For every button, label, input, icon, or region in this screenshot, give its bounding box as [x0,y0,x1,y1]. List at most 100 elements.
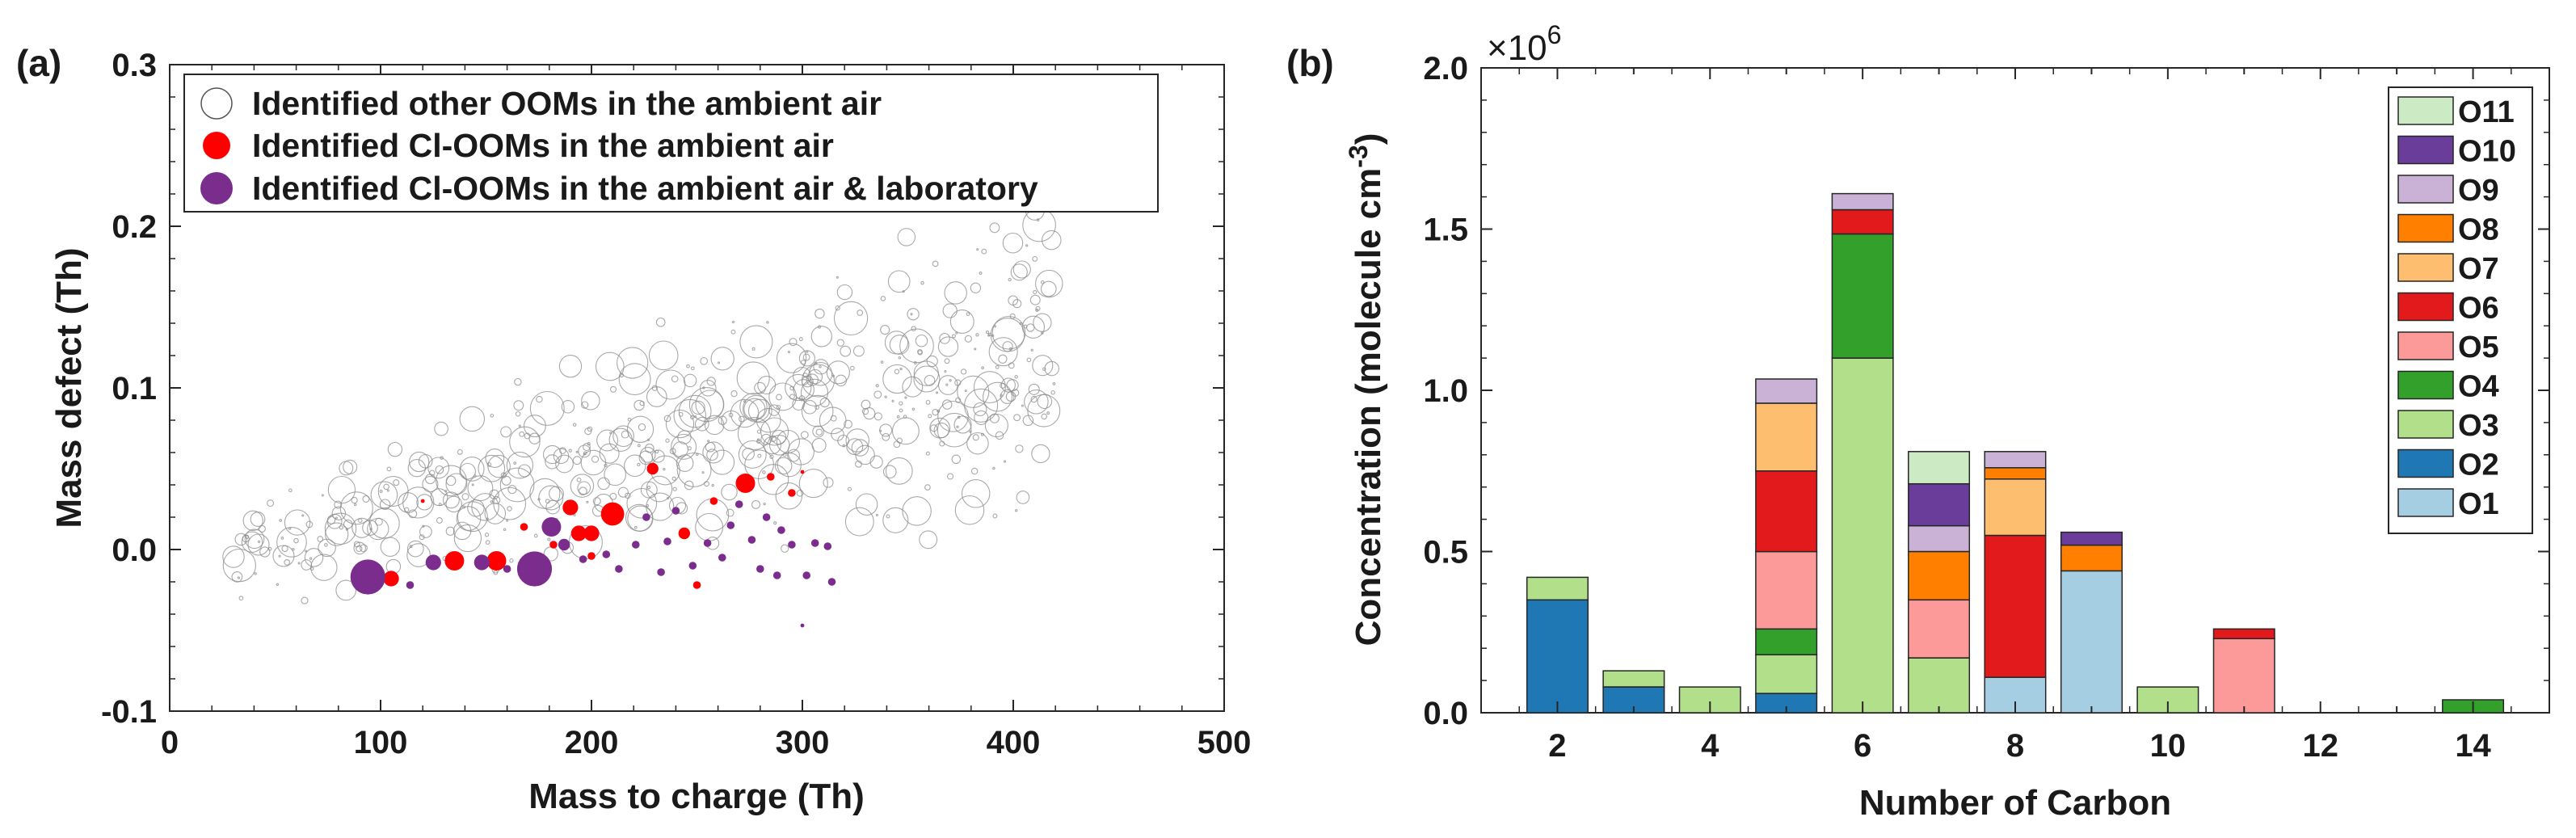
other-oom-marker [739,415,745,423]
other-oom-marker [651,385,658,391]
other-oom-marker [793,366,812,386]
other-oom-marker [955,397,962,403]
other-oom-marker [241,531,263,554]
other-oom-marker [462,505,466,509]
other-oom-marker [792,398,806,411]
other-oom-marker [367,517,389,541]
exponent-base: ×10 [1487,28,1547,68]
bar-y-label-close: ) [1349,133,1388,145]
other-oom-marker [899,401,903,406]
bar-segment-o3-c6 [1831,357,1894,714]
cl-oom-lab-marker [756,565,764,573]
other-oom-marker [547,537,551,541]
other-oom-marker [409,451,430,473]
bar-ticks: 2 4 6 8 10 12 14 0.0 0.5 1.0 1.5 2.0 [1423,51,2549,764]
other-oom-marker [929,417,951,439]
other-oom-marker [704,481,709,487]
bar-segment-o3-c3 [1602,670,1665,688]
legend-swatch-o2 [2397,448,2454,478]
other-oom-marker [558,355,583,378]
cl-oom-lab-marker [823,542,832,550]
other-oom-marker [339,525,343,530]
cl-oom-lab-marker [703,539,712,547]
other-oom-marker [242,510,263,531]
other-oom-marker [917,348,923,355]
other-oom-marker [500,426,512,438]
cl-oom-ambient-marker [562,499,579,516]
other-oom-marker [419,525,432,538]
scatter-y-tick-label: 0.2 [112,209,157,245]
cl-oom-ambient-marker [583,525,600,541]
other-oom-marker [267,499,275,507]
other-oom-marker [222,548,256,583]
cl-oom-ambient-marker [600,502,625,526]
other-oom-marker [773,521,777,525]
other-oom-marker [325,522,349,546]
other-oom-marker [506,452,534,479]
other-oom-marker [686,364,690,368]
other-oom-marker [684,480,694,491]
other-oom-marker [416,494,433,511]
other-oom-marker [700,380,717,397]
other-oom-marker [453,524,482,553]
other-oom-marker [902,290,905,293]
cl-oom-lab-marker [503,565,511,573]
other-oom-marker [595,352,625,381]
other-oom-marker [1012,260,1031,279]
other-oom-marker [995,431,1004,440]
cl-oom-lab-marker [657,568,665,576]
legend-label-cl-ambient: Identified Cl-OOMs in the ambient air [252,127,834,164]
other-oom-marker [751,499,760,509]
other-oom-marker [683,373,697,388]
other-oom-marker [836,284,853,301]
other-oom-marker [899,408,903,413]
other-oom-marker [833,301,869,336]
other-oom-marker [1036,218,1040,221]
other-oom-marker [882,507,909,533]
bar-x-tick-label: 4 [1701,728,1719,764]
other-oom-marker [617,347,649,379]
bar-segment-o4-c5 [1755,628,1818,655]
legend-swatch-o7 [2397,253,2454,282]
other-oom-marker [882,465,897,479]
other-oom-marker [710,347,734,371]
cl-oom-ambient-marker [800,470,805,474]
bar-segment-o6-c8 [1984,534,2047,678]
legend-label-o11: O11 [2458,95,2515,129]
other-oom-marker [807,368,823,385]
other-oom-marker [301,559,313,571]
cl-oom-ambient-marker [444,551,465,571]
scatter-y-tick-label: 0.0 [112,533,157,568]
other-oom-marker [806,350,809,353]
other-oom-marker [318,538,336,558]
other-oom-marker [970,282,982,293]
other-oom-marker [920,280,924,285]
other-oom-marker [528,432,541,444]
other-oom-marker [954,495,985,525]
bar-segment-o3-c7 [1908,657,1971,714]
other-oom-marker [730,329,736,335]
cl-oom-lab-marker [406,581,415,589]
other-oom-marker [572,423,577,427]
other-oom-marker [899,367,903,371]
legend-swatch-o1 [2397,488,2454,517]
other-oom-marker [583,451,587,456]
other-oom-marker [756,438,760,442]
other-oom-marker [222,545,245,568]
other-oom-marker [880,360,884,364]
other-oom-marker [1013,414,1021,422]
other-oom-marker [966,312,970,316]
cl-oom-ambient-marker [692,581,701,589]
other-oom-marker [499,467,535,503]
other-oom-marker [1000,394,1003,397]
other-oom-marker [819,398,830,408]
other-oom-marker [646,492,675,521]
other-oom-marker [776,394,782,401]
other-oom-marker [324,512,357,545]
cl-oom-lab-marker [800,623,805,628]
other-oom-marker [459,406,486,432]
other-oom-marker [604,463,627,486]
cl-oom-lab-marker [516,551,553,587]
other-oom-marker [731,320,734,324]
legend-marker-other [200,87,233,120]
